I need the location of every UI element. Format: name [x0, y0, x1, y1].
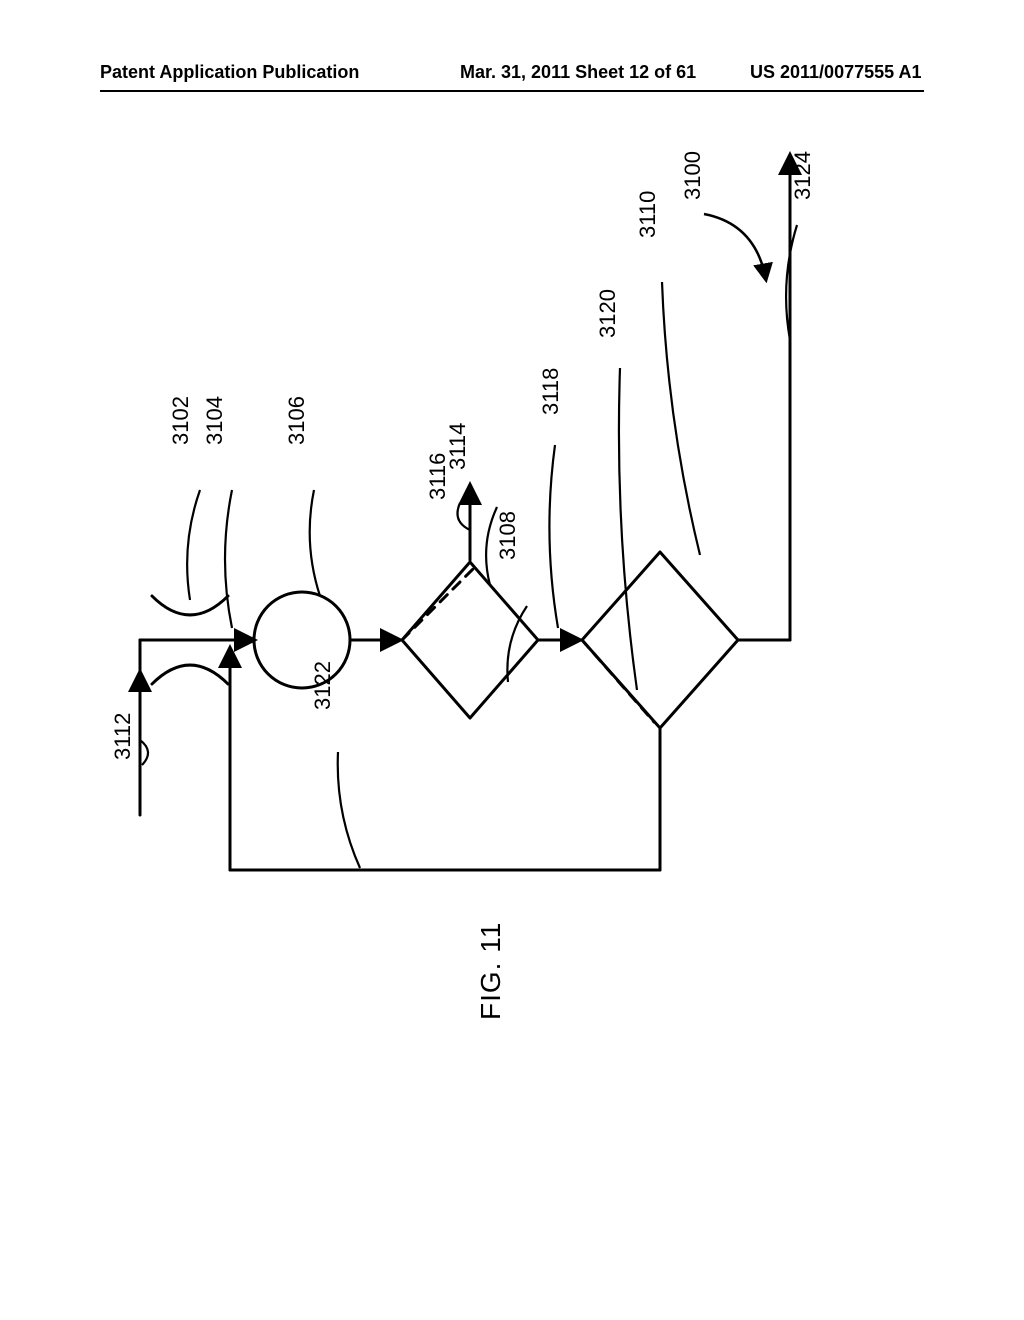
ref-3122: 3122	[310, 661, 336, 710]
ref-3100: 3100	[680, 151, 706, 200]
ref-3118: 3118	[538, 368, 564, 415]
flow-diagram	[0, 0, 1024, 1320]
ref-3116: 3116	[425, 453, 451, 500]
figure-label: FIG. 11	[475, 922, 507, 1020]
ref-3110: 3110	[635, 191, 661, 238]
ref-3124: 3124	[790, 151, 816, 200]
ref-3108: 3108	[495, 511, 521, 560]
ref-3104: 3104	[202, 396, 228, 445]
ref-3106: 3106	[284, 396, 310, 445]
ref-3120: 3120	[595, 289, 621, 338]
ref-3112: 3112	[110, 713, 136, 760]
ref-3102: 3102	[168, 396, 194, 445]
